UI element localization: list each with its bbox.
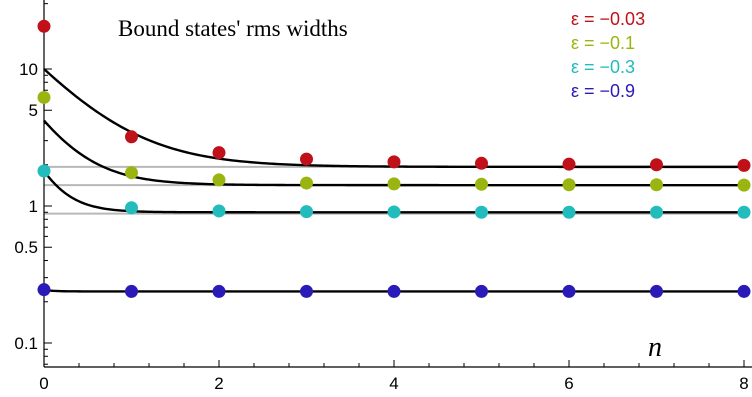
data-point — [387, 205, 401, 219]
data-point — [212, 204, 226, 218]
data-point — [475, 156, 488, 170]
data-point — [387, 284, 401, 298]
data-point — [37, 90, 51, 104]
data-point — [125, 166, 138, 180]
data-point — [387, 155, 401, 169]
data-point — [125, 130, 138, 144]
legend-entry: ε = −0.9 — [571, 81, 635, 101]
x-tick-label: 8 — [739, 374, 748, 393]
y-tick-label: 0.5 — [14, 238, 38, 257]
data-point — [37, 164, 51, 178]
data-point — [212, 173, 226, 187]
data-point — [737, 205, 751, 219]
data-point — [300, 205, 313, 219]
data-point — [300, 152, 313, 166]
data-point — [37, 283, 51, 297]
fit-curve — [43, 119, 744, 187]
fit-curve — [43, 68, 744, 169]
data-point — [300, 176, 313, 190]
data-point — [300, 284, 313, 298]
x-tick-label: 0 — [39, 374, 48, 393]
data-point — [737, 178, 751, 192]
y-tick-label: 5 — [29, 101, 38, 120]
legend-entry: ε = −0.3 — [571, 57, 635, 77]
data-point — [562, 178, 576, 192]
data-point — [125, 201, 138, 215]
data-point — [562, 157, 576, 171]
data-point — [475, 284, 488, 298]
data-point — [650, 205, 663, 219]
y-tick-label: 10 — [19, 60, 38, 79]
data-point — [562, 205, 576, 219]
y-tick-label: 1 — [29, 197, 38, 216]
x-tick-label: 6 — [564, 374, 573, 393]
data-point — [387, 177, 401, 191]
legend-entry: ε = −0.1 — [571, 33, 635, 53]
data-point — [650, 178, 663, 192]
x-axis-label: n — [648, 332, 662, 363]
data-point — [650, 158, 663, 172]
data-point — [737, 158, 751, 172]
data-point — [475, 177, 488, 191]
data-point — [650, 284, 663, 298]
y-tick-label: 0.1 — [14, 334, 38, 353]
x-tick-label: 4 — [389, 374, 398, 393]
data-point — [212, 146, 226, 160]
x-tick-label: 2 — [214, 374, 223, 393]
data-point — [125, 284, 138, 298]
data-point — [37, 19, 51, 33]
legend: ε = −0.03 ε = −0.1 ε = −0.3 ε = −0.9 — [571, 9, 645, 101]
chart-title: Bound states' rms widths — [118, 16, 348, 41]
data-point — [212, 284, 226, 298]
data-point — [562, 284, 576, 298]
axes: 0 2 4 6 8 0.1 0.5 1 5 10 — [14, 0, 752, 393]
data-points — [37, 19, 751, 298]
data-point — [737, 284, 751, 298]
data-point — [475, 205, 488, 219]
legend-entry: ε = −0.03 — [571, 9, 645, 29]
